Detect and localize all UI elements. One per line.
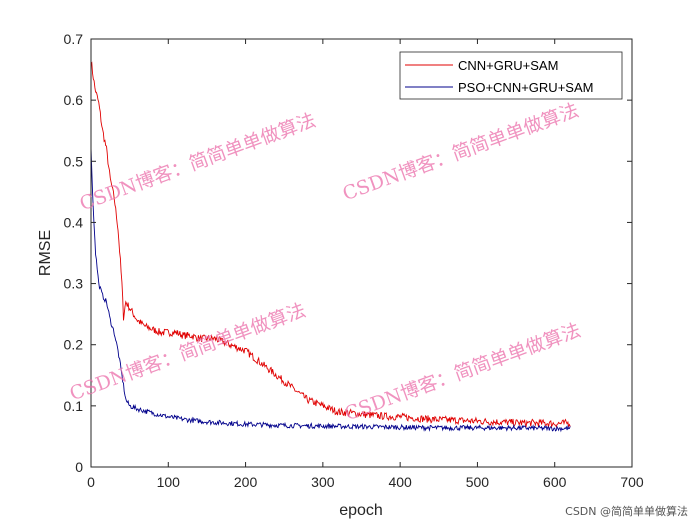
y-tick-label: 0.1 <box>64 398 84 414</box>
legend-label-cnn: CNN+GRU+SAM <box>458 58 558 73</box>
x-tick-label: 700 <box>620 474 644 490</box>
x-tick-label: 400 <box>388 474 412 490</box>
x-tick-label: 0 <box>87 474 95 490</box>
series-line-cnn-gru-sam <box>90 61 571 429</box>
legend-box <box>399 51 623 100</box>
plot-lines <box>90 61 571 433</box>
y-tick-label: 0.6 <box>64 92 84 108</box>
y-tick-label: 0.7 <box>64 31 84 47</box>
x-tick-label: 600 <box>543 474 567 490</box>
y-tick-label: 0.5 <box>64 153 84 169</box>
x-tick-label: 500 <box>466 474 490 490</box>
x-tick-label: 300 <box>311 474 335 490</box>
y-axis-label: RMSE <box>37 230 54 276</box>
y-tick-label: 0.3 <box>64 276 84 292</box>
y-tick-label: 0.4 <box>64 214 84 230</box>
x-tick-label: 100 <box>157 474 181 490</box>
legend-label-pso: PSO+CNN+GRU+SAM <box>458 80 593 95</box>
x-tick-label: 200 <box>234 474 258 490</box>
x-axis-label: epoch <box>339 502 383 519</box>
y-tick-label: 0 <box>75 459 83 475</box>
credit-text: CSDN @简简单单做算法 <box>565 505 688 518</box>
axes-box <box>90 38 633 468</box>
ticks: 0 100 200 300 400 500 600 700 0 0.1 0.2 0.3 0.4 0.5 0.… <box>64 31 644 490</box>
series-line-pso-cnn-gru-sam <box>90 147 571 433</box>
legend: CNN+GRU+SAM PSO+CNN+GRU+SAM <box>399 51 623 100</box>
y-tick-label: 0.2 <box>64 337 84 353</box>
